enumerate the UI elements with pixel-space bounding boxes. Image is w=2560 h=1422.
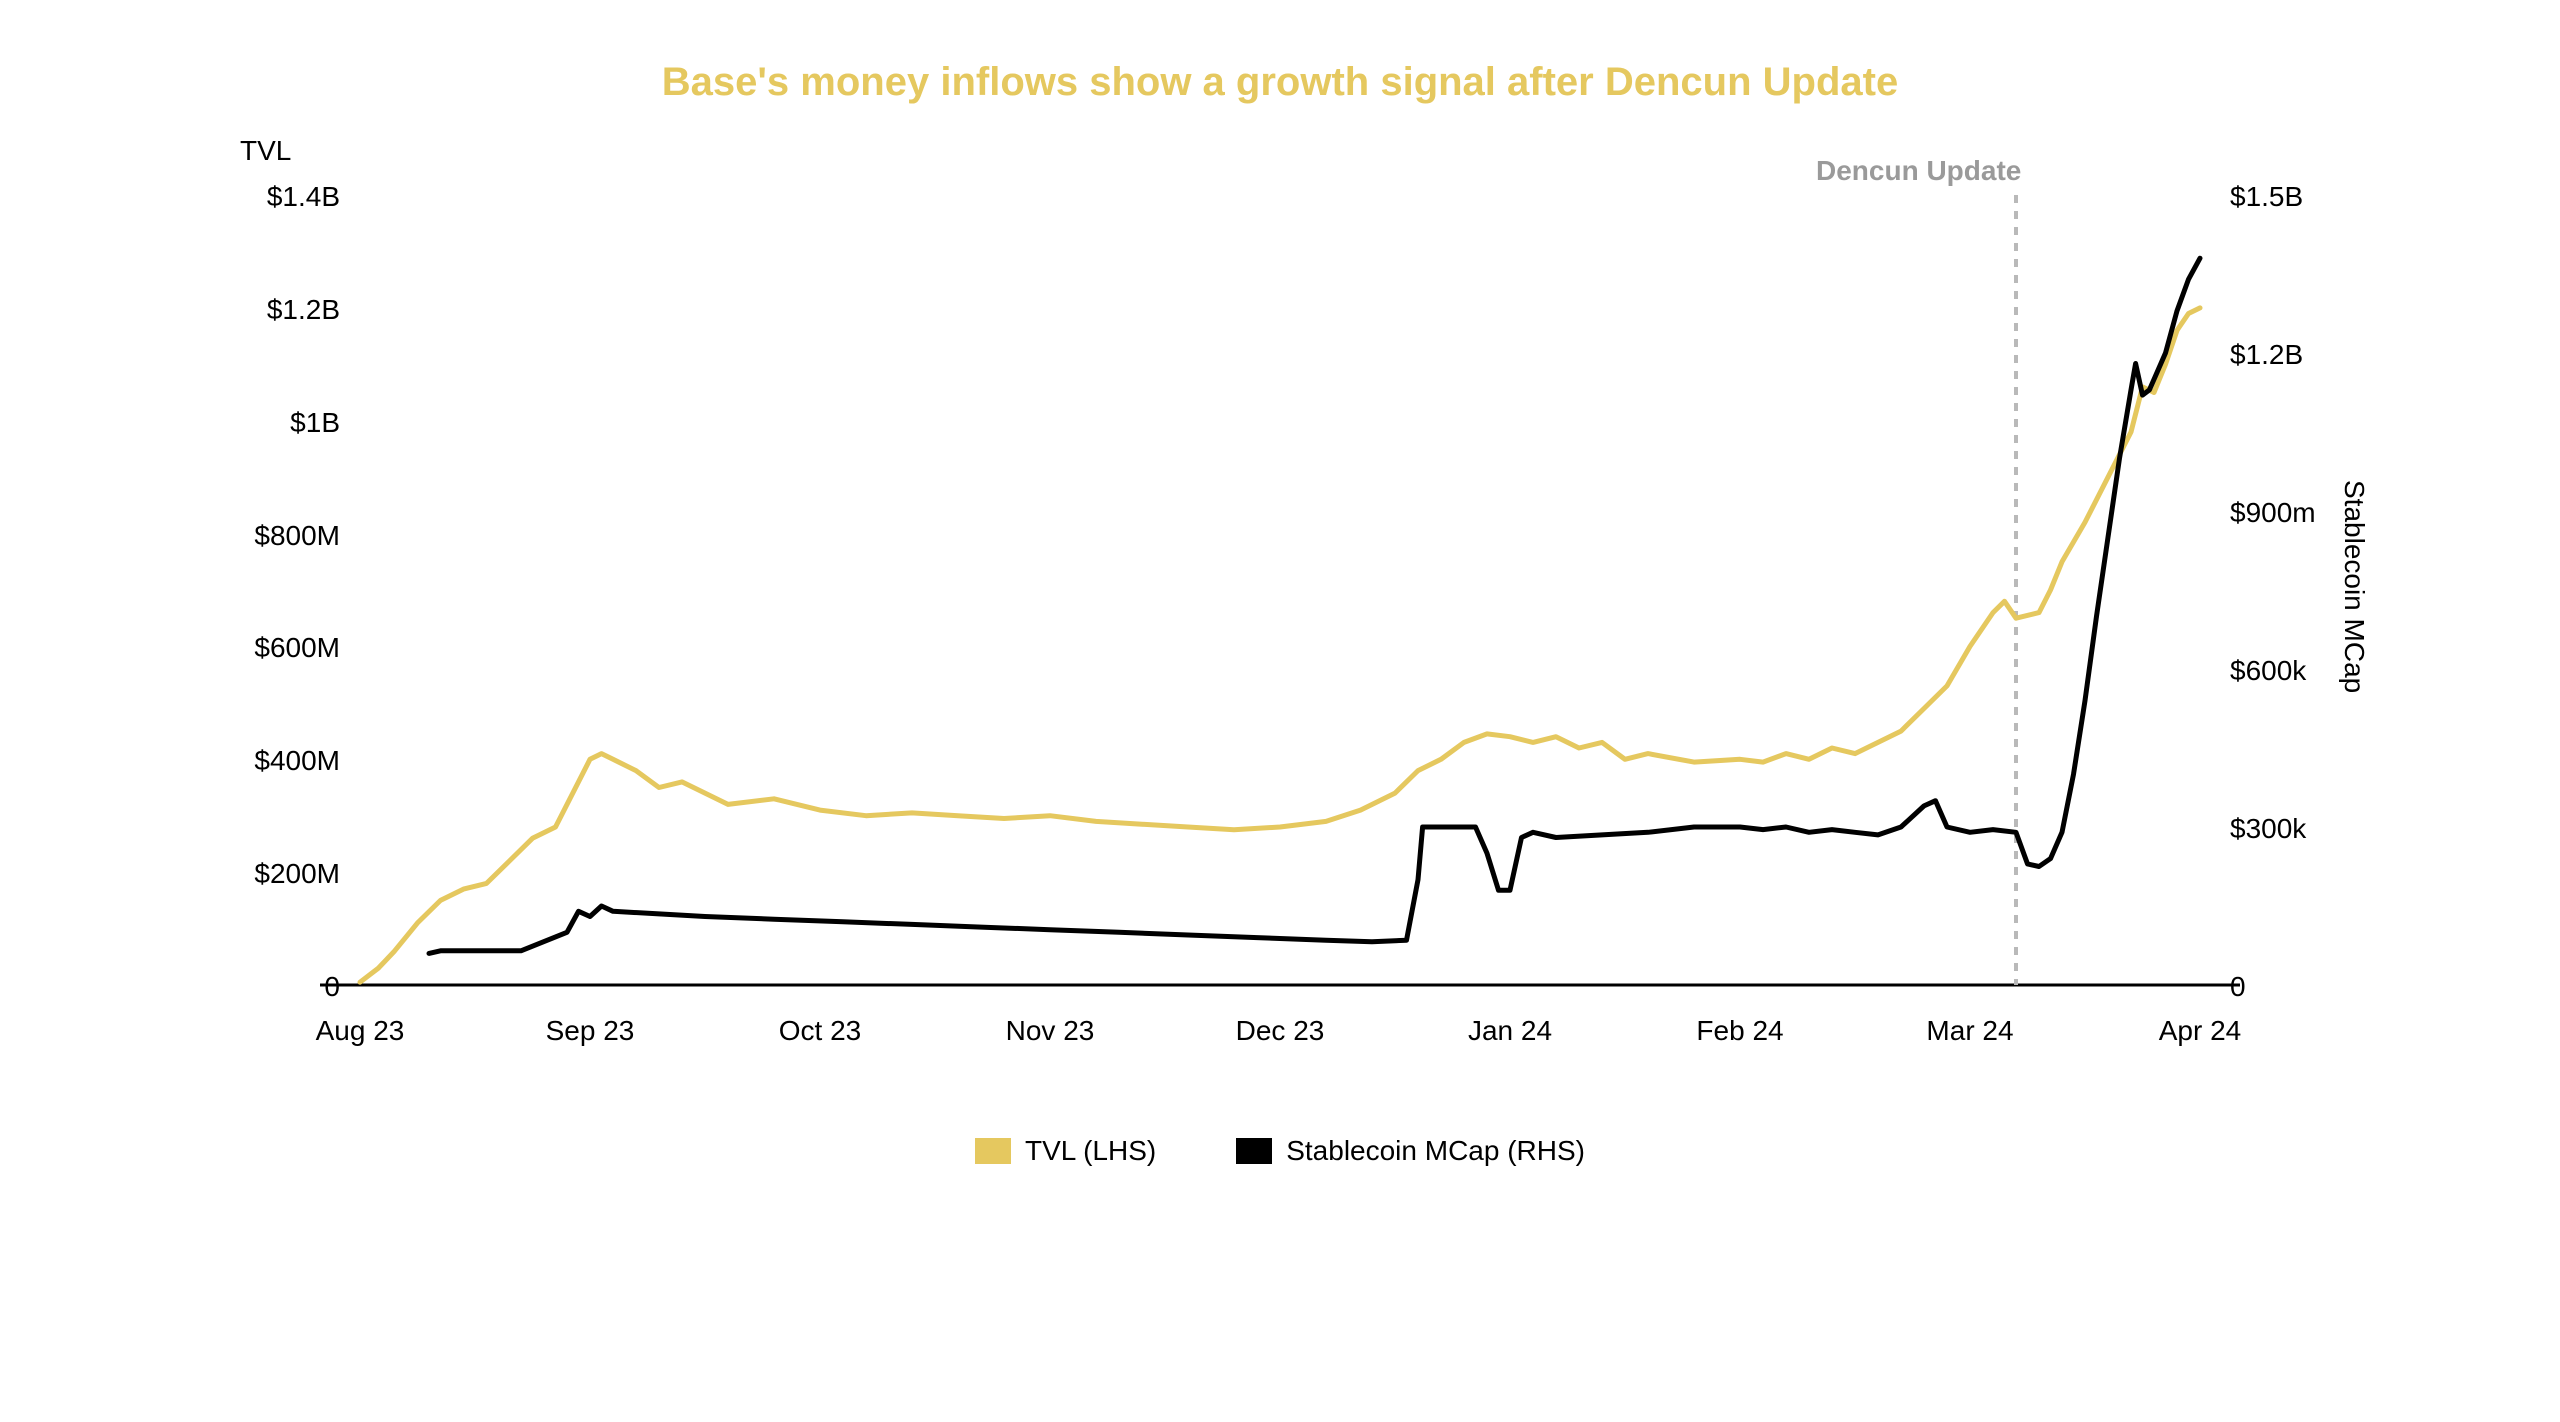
x-tick: Dec 23 [1236, 1015, 1325, 1047]
x-tick: Mar 24 [1926, 1015, 2013, 1047]
y-tick-left: $600M [190, 632, 340, 664]
legend-swatch [975, 1138, 1011, 1164]
y-tick-left: 0 [190, 971, 340, 1003]
legend-item: TVL (LHS) [975, 1135, 1156, 1167]
series-line-1 [429, 258, 2200, 953]
plot-area: TVL0$200M$400M$600M$800M$1B$1.2B$1.4B0$3… [180, 155, 2380, 1105]
y-tick-left: $200M [190, 858, 340, 890]
chart-container: Base's money inflows show a growth signa… [0, 0, 2560, 1422]
x-tick: Sep 23 [546, 1015, 635, 1047]
y-tick-right: $1.5B [2230, 181, 2303, 213]
legend-item: Stablecoin MCap (RHS) [1236, 1135, 1585, 1167]
x-tick: Aug 23 [316, 1015, 405, 1047]
x-tick: Jan 24 [1468, 1015, 1552, 1047]
chart-title: Base's money inflows show a growth signa… [80, 60, 2480, 105]
legend-swatch [1236, 1138, 1272, 1164]
y-tick-right: $900m [2230, 497, 2316, 529]
y-axis-left-title: TVL [240, 135, 291, 167]
y-tick-right: $300k [2230, 813, 2306, 845]
chart-svg [180, 155, 2380, 1105]
y-tick-left: $400M [190, 745, 340, 777]
x-tick: Apr 24 [2159, 1015, 2242, 1047]
legend-label: TVL (LHS) [1025, 1135, 1156, 1167]
x-tick: Oct 23 [779, 1015, 861, 1047]
chart-legend: TVL (LHS) Stablecoin MCap (RHS) [80, 1135, 2480, 1167]
series-line-0 [360, 308, 2200, 982]
y-tick-left: $1.4B [190, 181, 340, 213]
y-axis-right-title: Stablecoin MCap [2338, 480, 2370, 693]
y-tick-left: $1.2B [190, 294, 340, 326]
y-tick-right: $1.2B [2230, 339, 2303, 371]
x-tick: Feb 24 [1696, 1015, 1783, 1047]
legend-label: Stablecoin MCap (RHS) [1286, 1135, 1585, 1167]
y-tick-left: $800M [190, 520, 340, 552]
annotation-label: Dencun Update [1816, 155, 2021, 187]
y-tick-right: 0 [2230, 971, 2246, 1003]
y-tick-right: $600k [2230, 655, 2306, 687]
x-tick: Nov 23 [1006, 1015, 1095, 1047]
y-tick-left: $1B [190, 407, 340, 439]
